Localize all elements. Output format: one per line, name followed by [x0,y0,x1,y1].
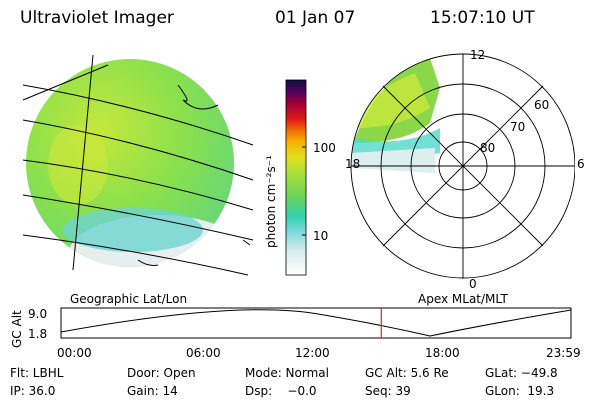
orbit-ylabel: GC Alt [10,310,24,348]
geographic-image [22,54,254,276]
glon-status: GLon: 19.3 [485,384,555,398]
orbit-xtick-0: 00:00 [57,346,92,360]
orbit-xtick-4: 23:59 [546,346,581,360]
mlat-label-70: 70 [510,120,526,134]
colorbar [285,79,307,276]
mode-status: Mode: Normal [245,366,329,380]
right-panel-caption: Apex MLat/MLT [418,292,508,306]
filter-status: Flt: LBHL [10,366,64,380]
dsp-status: Dsp: −0.0 [245,384,317,398]
app-title: Ultraviolet Imager [20,8,174,28]
orbit-ytick-bottom: 1.8 [28,327,48,341]
mlat-label-80: 80 [480,141,496,155]
door-status: Door: Open [127,366,196,380]
glat-status: GLat: −49.8 [485,366,558,380]
orbit-xtick-3: 18:00 [425,346,460,360]
left-panel-caption: Geographic Lat/Lon [70,292,188,306]
mlt-label-12: 12 [470,48,486,62]
mlat-label-60: 60 [534,98,550,112]
seq-status: Seq: 39 [365,384,411,398]
colorbar-label: photon cm⁻²s⁻¹ [264,155,278,248]
colorbar-tick-10: 10 [313,229,329,243]
orbit-xtick-2: 12:00 [295,346,330,360]
time-label: 15:07:10 UT [430,8,535,28]
date-label: 01 Jan 07 [275,8,356,28]
orbit-plot [60,307,572,339]
mlt-label-18: 18 [345,157,361,171]
ip-status: IP: 36.0 [10,384,56,398]
orbit-xtick-1: 06:00 [186,346,221,360]
polar-plot [350,53,575,279]
orbit-ytick-top: 9.0 [28,307,48,321]
gc-alt-status: GC Alt: 5.6 Re [365,366,449,380]
mlt-label-0: 0 [469,277,477,291]
gain-status: Gain: 14 [127,384,178,398]
colorbar-tick-100: 100 [313,141,336,155]
mlt-label-6: 6 [577,157,585,171]
